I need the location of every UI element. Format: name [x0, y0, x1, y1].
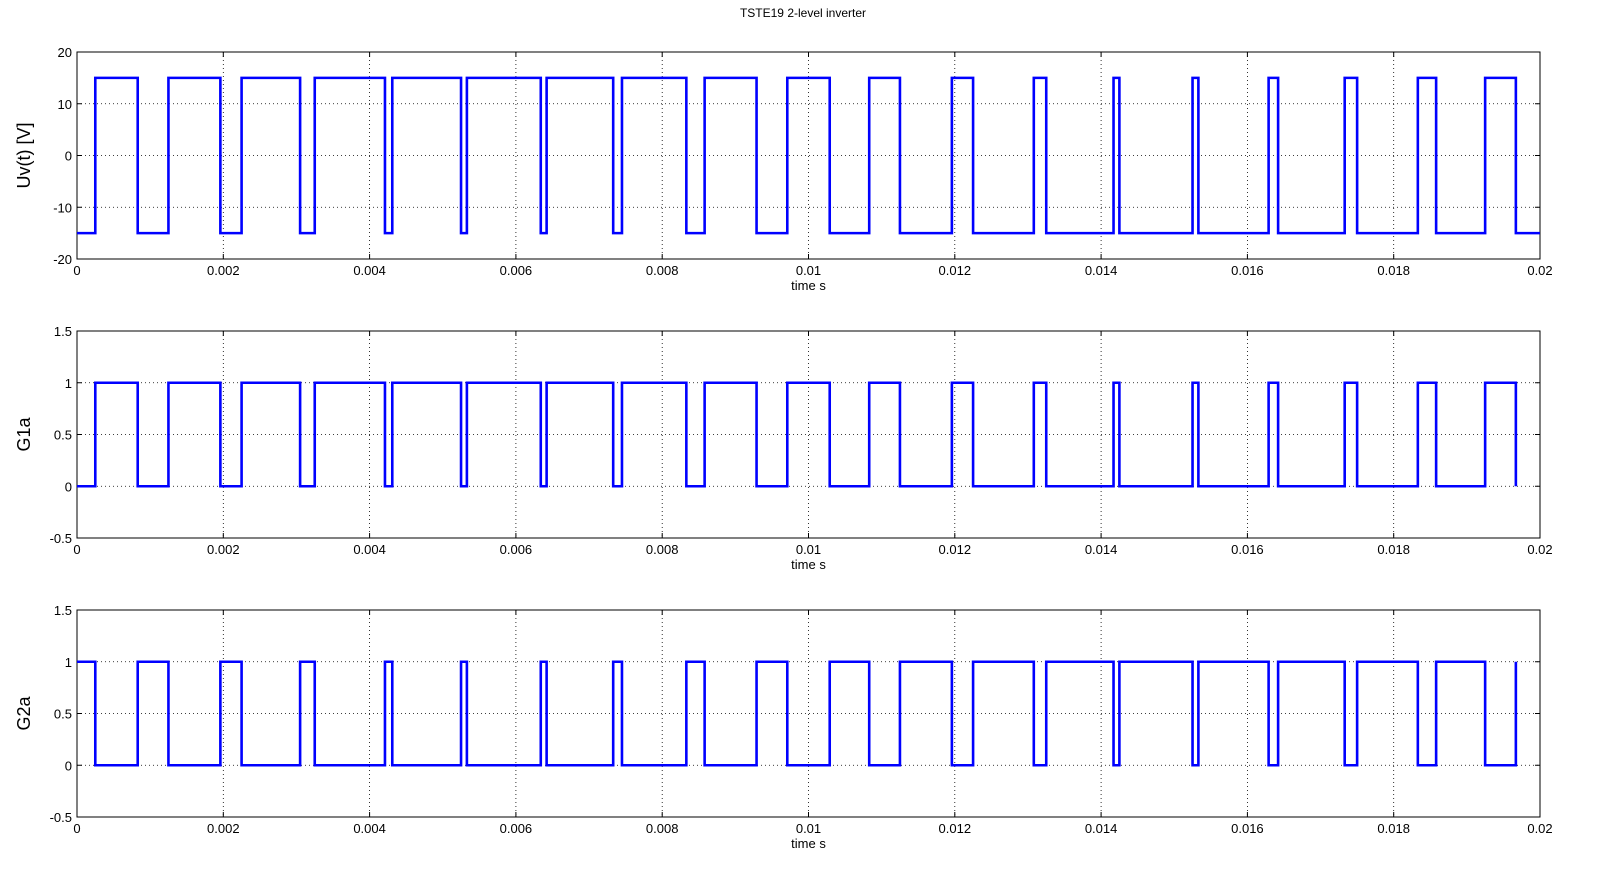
- x-tick-label: 0.01: [796, 821, 821, 836]
- y-axis-label: G1a: [14, 417, 34, 452]
- x-tick-label: 0.006: [500, 263, 533, 278]
- y-tick-label: 1.5: [54, 324, 72, 339]
- y-tick-label: -0.5: [50, 810, 72, 825]
- x-tick-label: 0.006: [500, 821, 533, 836]
- y-tick-label: 0.5: [54, 707, 72, 722]
- x-tick-label: 0.012: [939, 542, 972, 557]
- y-tick-label: -10: [53, 200, 72, 215]
- axes-box: [76, 330, 1541, 539]
- y-tick-label: 10: [58, 97, 72, 112]
- x-axis-label: time s: [791, 278, 826, 293]
- x-tick-label: 0.02: [1527, 542, 1552, 557]
- x-tick-label: 0.002: [207, 263, 240, 278]
- x-tick-label: 0.004: [353, 263, 386, 278]
- y-tick-label: -20: [53, 252, 72, 267]
- y-tick-label: 1: [65, 376, 72, 391]
- x-tick-label: 0.004: [353, 542, 386, 557]
- series-line-1: [77, 660, 1518, 767]
- x-tick-label: 0: [73, 821, 80, 836]
- x-tick-label: 0.004: [353, 821, 386, 836]
- y-tick-label: -0.5: [50, 531, 72, 546]
- y-axis-label: G2a: [14, 696, 34, 731]
- y-tick-label: 1.5: [54, 603, 72, 618]
- x-tick-label: 0.02: [1527, 263, 1552, 278]
- x-tick-label: 0.01: [796, 263, 821, 278]
- series-line-1: [77, 381, 1518, 488]
- x-tick-label: 0.016: [1231, 821, 1264, 836]
- x-tick-label: 0.018: [1377, 542, 1410, 557]
- subplot-1: 0 0.002 0.004 0.006 0.008 0.01 0.012 0.014 0.016…: [14, 45, 1553, 293]
- y-axis-label: Uv(t) [V]: [14, 123, 34, 189]
- x-tick-label: 0.014: [1085, 542, 1118, 557]
- x-tick-label: 0.018: [1377, 263, 1410, 278]
- x-tick-label: 0.008: [646, 542, 679, 557]
- subplot-2: 0 0.002 0.004 0.006 0.008 0.01 0.012 0.014 0.016…: [14, 324, 1553, 572]
- x-tick-label: 0.014: [1085, 263, 1118, 278]
- x-tick-label: 0.018: [1377, 821, 1410, 836]
- series-line-1: [77, 76, 1540, 235]
- y-tick-label: 0.5: [54, 428, 72, 443]
- x-tick-label: 0.008: [646, 821, 679, 836]
- x-tick-label: 0.002: [207, 542, 240, 557]
- y-tick-label: 1: [65, 655, 72, 670]
- x-axis-label: time s: [791, 557, 826, 572]
- axes-box: [76, 51, 1541, 260]
- y-tick-label: 20: [58, 45, 72, 60]
- y-tick-label: 0: [65, 758, 72, 773]
- x-tick-label: 0.016: [1231, 263, 1264, 278]
- x-tick-label: 0.012: [939, 263, 972, 278]
- x-tick-label: 0.012: [939, 821, 972, 836]
- subplot-3: 0 0.002 0.004 0.006 0.008 0.01 0.012 0.014 0.016…: [14, 603, 1553, 851]
- y-tick-label: 0: [65, 149, 72, 164]
- y-tick-label: 0: [65, 479, 72, 494]
- x-tick-label: 0.008: [646, 263, 679, 278]
- x-tick-label: 0.014: [1085, 821, 1118, 836]
- x-tick-label: 0.02: [1527, 821, 1552, 836]
- x-tick-label: 0: [73, 263, 80, 278]
- x-tick-label: 0.006: [500, 542, 533, 557]
- axes-box: [76, 609, 1541, 818]
- x-tick-label: 0.016: [1231, 542, 1264, 557]
- figure-title: TSTE19 2-level inverter: [739, 6, 867, 20]
- x-tick-label: 0: [73, 542, 80, 557]
- x-tick-label: 0.01: [796, 542, 821, 557]
- x-tick-label: 0.002: [207, 821, 240, 836]
- x-axis-label: time s: [791, 836, 826, 851]
